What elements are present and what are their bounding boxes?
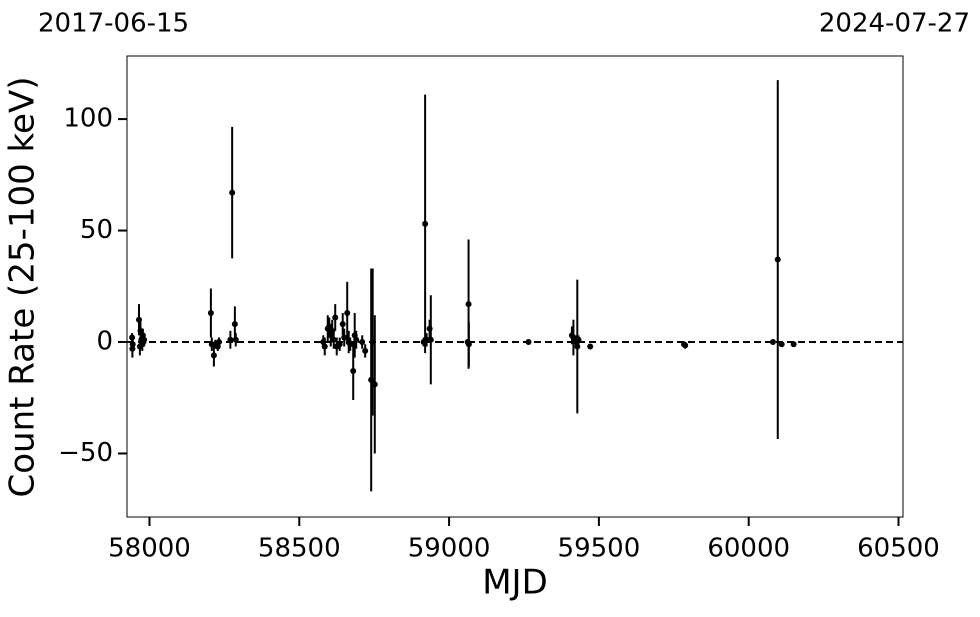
data-point bbox=[587, 343, 594, 350]
data-point bbox=[570, 334, 577, 341]
data-point bbox=[525, 339, 532, 346]
data-point bbox=[129, 341, 136, 348]
data-point bbox=[359, 339, 366, 346]
x-tick-label: 59500 bbox=[558, 534, 641, 564]
data-point bbox=[362, 347, 369, 354]
data-point bbox=[330, 336, 337, 343]
data-point bbox=[575, 336, 582, 343]
data-point bbox=[227, 336, 234, 343]
plot-frame bbox=[126, 55, 904, 518]
x-tick-label: 58000 bbox=[108, 534, 191, 564]
y-axis-label: Count Rate (25-100 keV) bbox=[3, 77, 43, 498]
data-point bbox=[769, 339, 776, 346]
y-tick-label: 50 bbox=[80, 215, 113, 245]
data-point bbox=[207, 310, 214, 317]
data-point bbox=[347, 341, 354, 348]
data-point bbox=[229, 189, 236, 196]
top-right-date: 2024-07-27 bbox=[819, 9, 970, 39]
data-point bbox=[232, 336, 239, 343]
x-tick-label: 60000 bbox=[707, 534, 790, 564]
y-tick-label: −50 bbox=[58, 438, 113, 468]
x-axis-label: MJD bbox=[482, 563, 548, 603]
data-point bbox=[574, 343, 581, 350]
data-point bbox=[231, 321, 238, 328]
data-point bbox=[790, 341, 797, 348]
data-point bbox=[422, 220, 429, 227]
data-point bbox=[350, 367, 357, 374]
top-left-date: 2017-06-15 bbox=[38, 9, 189, 39]
data-point bbox=[353, 336, 360, 343]
data-point bbox=[423, 336, 430, 343]
data-point bbox=[135, 316, 142, 323]
data-point bbox=[215, 339, 222, 346]
x-tick-label: 58500 bbox=[258, 534, 341, 564]
x-tick-label: 59000 bbox=[408, 534, 491, 564]
data-point bbox=[778, 341, 785, 348]
data-point bbox=[332, 314, 339, 321]
data-point bbox=[371, 381, 378, 388]
data-point bbox=[141, 336, 148, 343]
x-tick-label: 60500 bbox=[857, 534, 940, 564]
data-point bbox=[336, 341, 343, 348]
y-tick-label: 100 bbox=[63, 104, 113, 134]
data-point bbox=[339, 321, 346, 328]
data-point bbox=[465, 301, 472, 308]
data-point bbox=[341, 334, 348, 341]
data-point bbox=[682, 342, 689, 349]
data-point bbox=[321, 343, 328, 350]
data-point bbox=[465, 341, 472, 348]
y-tick-label: 0 bbox=[96, 327, 113, 357]
data-point bbox=[210, 352, 217, 359]
data-point bbox=[344, 310, 351, 317]
data-point bbox=[427, 336, 434, 343]
data-point bbox=[774, 256, 781, 263]
